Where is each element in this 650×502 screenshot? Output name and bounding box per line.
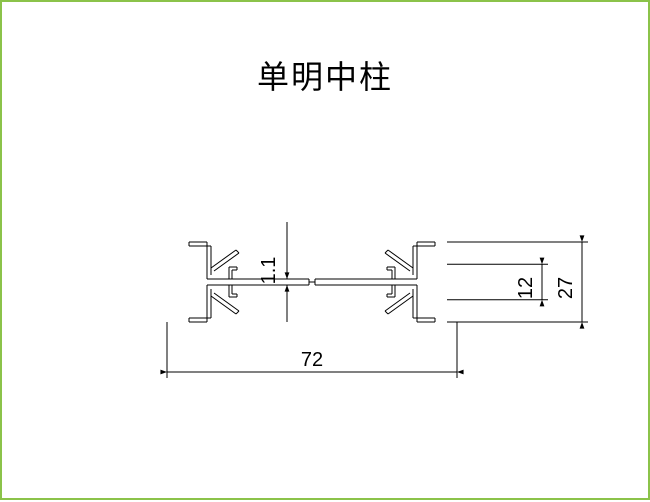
profile-drawing: 72 1.1 12 27 <box>2 2 650 502</box>
drawing-frame: 单明中柱 721.11227 <box>0 0 650 500</box>
svg-text:1.1: 1.1 <box>258 257 280 285</box>
svg-text:12: 12 <box>515 277 537 299</box>
svg-text:72: 72 <box>301 349 323 371</box>
svg-text:27: 27 <box>555 277 577 299</box>
